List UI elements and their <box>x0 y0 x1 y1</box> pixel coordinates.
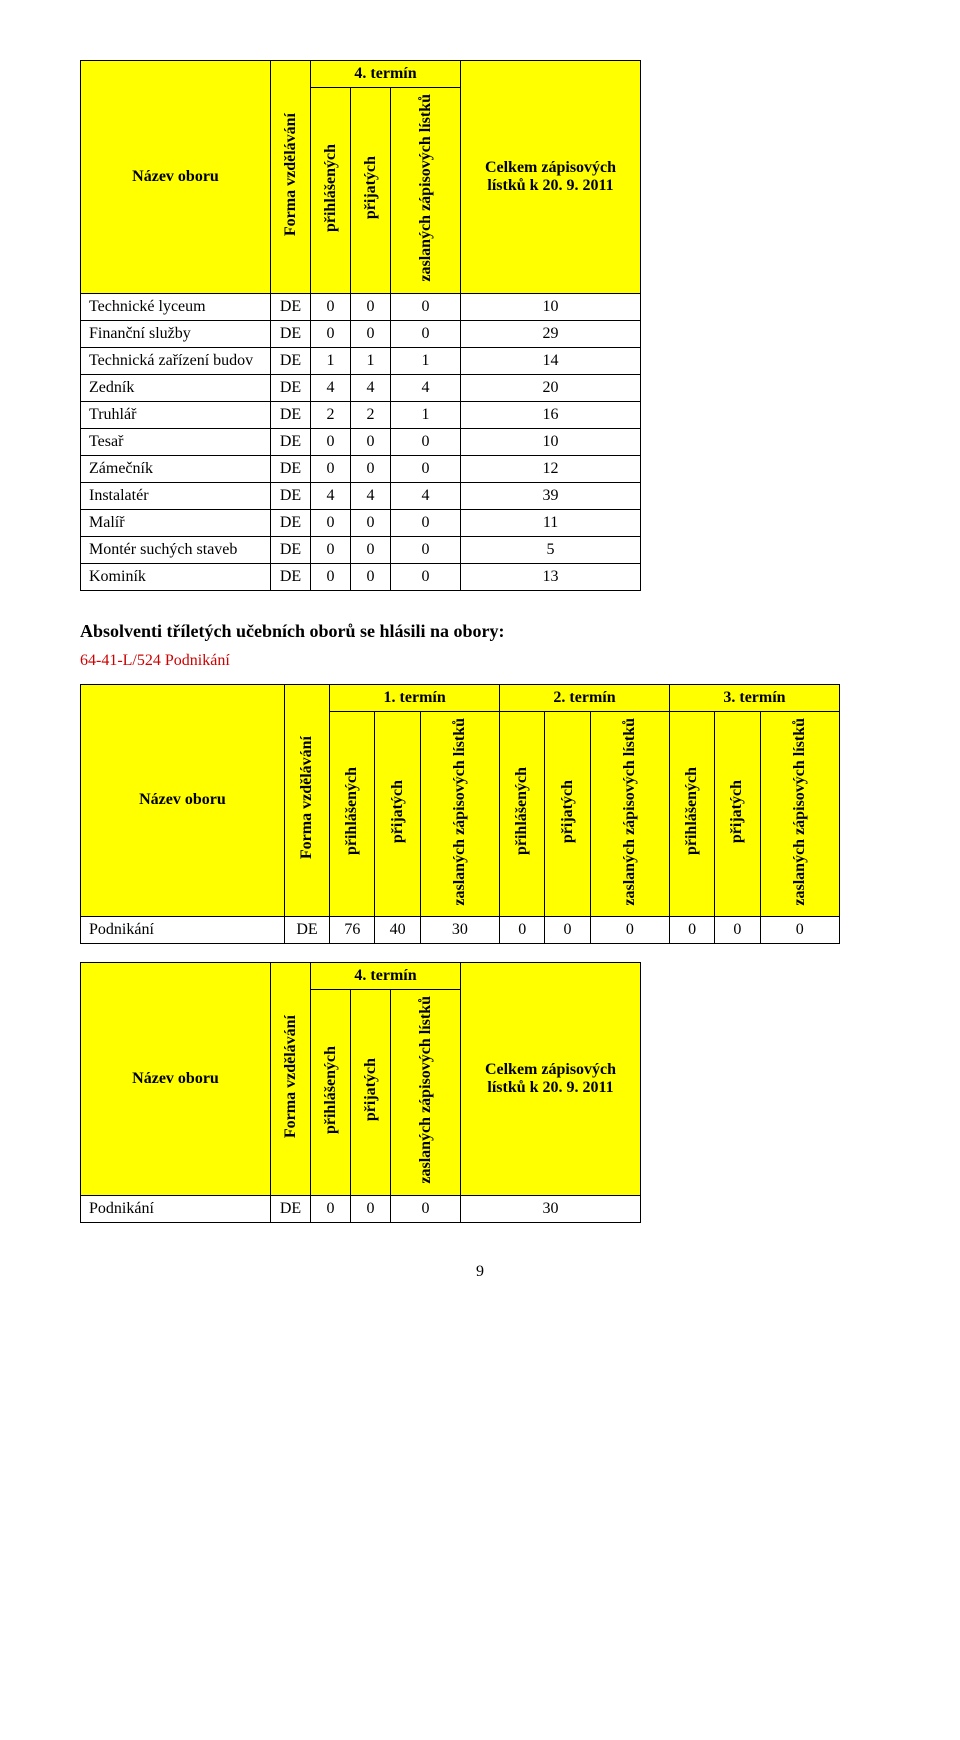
row-name: Montér suchých staveb <box>81 536 271 563</box>
row-forma: DE <box>271 482 311 509</box>
page-number: 9 <box>80 1263 880 1281</box>
section-heading: Absolventi tříletých učebních oborů se h… <box>80 621 880 642</box>
t3-forma-header: Forma vzdělávání <box>271 963 311 1196</box>
row-name: Zedník <box>81 374 271 401</box>
table-3: Název oboru Forma vzdělávání 4. termín C… <box>80 962 641 1223</box>
table-row: KominíkDE00013 <box>81 563 641 590</box>
table-row: Technické lyceumDE00010 <box>81 293 641 320</box>
t1-zaslanych: zaslaných zápisových lístků <box>391 88 461 294</box>
table-row: PodnikáníDE00030 <box>81 1195 641 1222</box>
table-row: ZedníkDE44420 <box>81 374 641 401</box>
row-name: Finanční služby <box>81 320 271 347</box>
row-forma: DE <box>271 455 311 482</box>
table-row: MalířDE00011 <box>81 509 641 536</box>
t1-prihlasenych: přihlášených <box>311 88 351 294</box>
row-name: Podnikání <box>81 1195 271 1222</box>
row-forma: DE <box>271 563 311 590</box>
row-name: Technická zařízení budov <box>81 347 271 374</box>
t1-termin4-header: 4. termín <box>311 61 461 88</box>
t3-col1-header: Název oboru <box>81 963 271 1196</box>
t2-termin1: 1. termín <box>330 684 500 711</box>
row-forma: DE <box>271 536 311 563</box>
table-row: ZámečníkDE00012 <box>81 455 641 482</box>
row-name: Kominík <box>81 563 271 590</box>
table-row: Technická zařízení budovDE11114 <box>81 347 641 374</box>
t2-termin2: 2. termín <box>500 684 670 711</box>
t3-celkem-header: Celkem zápisových lístků k 20. 9. 2011 <box>461 963 641 1196</box>
t3-termin4-header: 4. termín <box>311 963 461 990</box>
row-forma: DE <box>271 347 311 374</box>
t2-forma-header: Forma vzdělávání <box>284 684 329 917</box>
t1-prijatych: přijatých <box>351 88 391 294</box>
t1-celkem-header: Celkem zápisových lístků k 20. 9. 2011 <box>461 61 641 294</box>
t1-forma-header: Forma vzdělávání <box>271 61 311 294</box>
row-forma: DE <box>271 428 311 455</box>
row-forma: DE <box>271 509 311 536</box>
row-name: Truhlář <box>81 401 271 428</box>
row-forma: DE <box>271 293 311 320</box>
table-row: Montér suchých stavebDE0005 <box>81 536 641 563</box>
table-2: Název oboru Forma vzdělávání 1. termín 2… <box>80 684 840 945</box>
row-name: Malíř <box>81 509 271 536</box>
row-forma: DE <box>271 320 311 347</box>
table-row: TesařDE00010 <box>81 428 641 455</box>
table-1: Název oboru Forma vzdělávání 4. termín C… <box>80 60 641 591</box>
table-row: TruhlářDE22116 <box>81 401 641 428</box>
t2-termin3: 3. termín <box>669 684 839 711</box>
course-code: 64-41-L/524 Podnikání <box>80 652 880 670</box>
row-forma: DE <box>271 374 311 401</box>
row-name: Zámečník <box>81 455 271 482</box>
row-name: Podnikání <box>81 917 285 944</box>
table-row: Finanční službyDE00029 <box>81 320 641 347</box>
table-row: InstalatérDE44439 <box>81 482 641 509</box>
t2-col1-header: Název oboru <box>81 684 285 917</box>
row-name: Technické lyceum <box>81 293 271 320</box>
t1-col1-header: Název oboru <box>81 61 271 294</box>
row-forma: DE <box>271 401 311 428</box>
row-name: Tesař <box>81 428 271 455</box>
table-row: PodnikáníDE764030000000 <box>81 917 840 944</box>
row-name: Instalatér <box>81 482 271 509</box>
